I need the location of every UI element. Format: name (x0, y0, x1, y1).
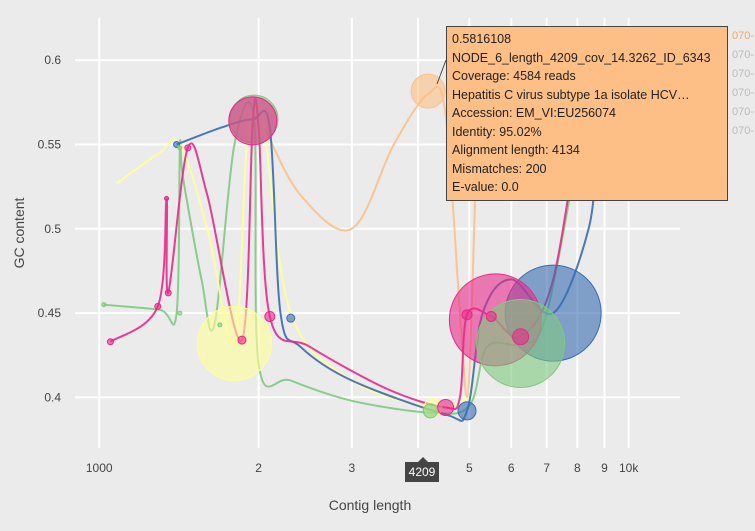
series-2-point[interactable] (196, 305, 272, 381)
series-4-point[interactable] (237, 335, 247, 345)
tooltip-line: Identity: 95.02% (452, 124, 542, 139)
series-4-point[interactable] (264, 310, 276, 322)
series-3-point[interactable] (173, 140, 181, 148)
y-tick-label: 0.55 (38, 137, 62, 151)
edge-label: 070- (732, 30, 755, 42)
tooltip-line: NODE_6_length_4209_cov_14.3262_ID_6343 (452, 50, 711, 65)
edge-label: 070- (732, 87, 755, 99)
series-4-point[interactable] (184, 144, 192, 152)
series-0-point[interactable] (177, 145, 183, 151)
x-axis-title: Contig length (329, 497, 412, 513)
tooltip-line: Hepatitis C virus subtype 1a isolate HCV… (452, 87, 690, 102)
edge-label: 070- (732, 68, 755, 80)
tooltip-line: Accession: EM_VI:EU256074 (452, 106, 616, 120)
series-4-point[interactable] (154, 302, 162, 310)
hover-tooltip: 0.5816108 NODE_6_length_4209_cov_14.3262… (446, 26, 728, 201)
edge-label: 070- (732, 125, 755, 137)
series-4-point[interactable] (437, 399, 455, 417)
y-tick-label: 0.5 (44, 222, 61, 236)
x-tick-label: 10k (619, 461, 639, 475)
series-4-point[interactable] (106, 338, 114, 346)
tooltip-line: 0.5816108 (452, 32, 512, 46)
series-4-point[interactable] (512, 328, 530, 346)
series-4-point[interactable] (461, 309, 473, 321)
series-1-point[interactable] (410, 73, 446, 109)
series-4-point[interactable] (164, 195, 170, 201)
y-axis-ticks: 0.4 0.45 0.5 0.55 0.6 (38, 53, 62, 404)
series-0-point[interactable] (177, 310, 183, 316)
y-tick-label: 0.6 (44, 53, 61, 67)
x-tick-label: 7 (543, 461, 550, 475)
x-tick-label: 6 (508, 461, 515, 475)
series-0-point[interactable] (422, 403, 438, 419)
tooltip-line: E-value: 0.0 (452, 180, 519, 194)
series-4-point[interactable] (485, 310, 497, 322)
tooltip-line: Alignment length: 4134 (452, 143, 580, 157)
x-tick-label: 3 (349, 461, 356, 475)
y-tick-label: 0.45 (38, 306, 62, 320)
edge-label: 070- (732, 49, 755, 61)
series-3-point[interactable] (457, 401, 477, 421)
x-tick-label: 1000 (86, 461, 113, 475)
y-axis-title: GC content (11, 197, 27, 268)
x-hover-label: 4209 (405, 457, 439, 482)
tooltip-line: Mismatches: 200 (452, 161, 547, 176)
y-tick-label: 0.4 (44, 390, 61, 404)
series-0-point[interactable] (101, 302, 107, 308)
x-tick-label: 8 (574, 461, 581, 475)
series-0-point[interactable] (217, 322, 223, 328)
series-4-point[interactable] (164, 289, 172, 297)
x-tick-label: 9 (601, 461, 608, 475)
series-points (101, 73, 602, 421)
edge-label: 070- (732, 106, 755, 118)
tooltip-line: Coverage: 4584 reads (452, 69, 576, 83)
series-4-point[interactable] (228, 96, 278, 146)
x-axis-ticks: 10002345678910k (86, 461, 639, 475)
x-tick-label: 2 (255, 461, 262, 475)
x-tick-label: 5 (466, 461, 473, 475)
series-line-2 (116, 104, 470, 409)
tooltip-pointer (436, 59, 447, 85)
series-3-point[interactable] (286, 313, 296, 323)
